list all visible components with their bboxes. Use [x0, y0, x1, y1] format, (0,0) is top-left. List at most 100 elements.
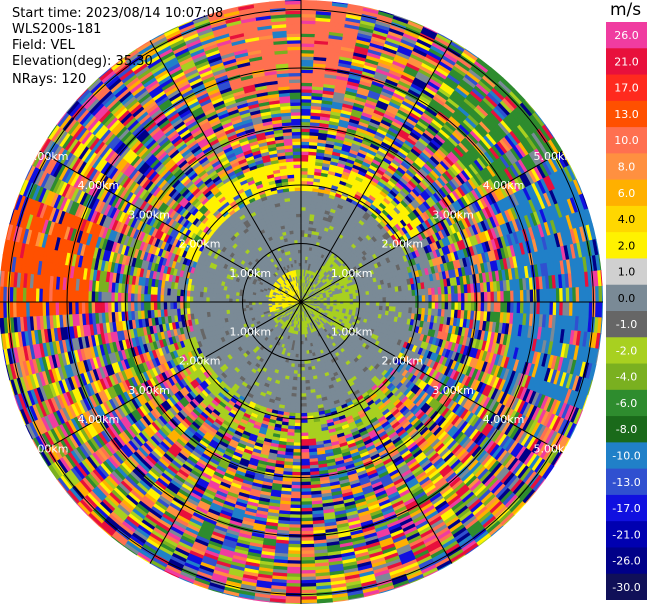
velocity-gate	[292, 452, 302, 457]
velocity-gate	[460, 301, 466, 311]
velocity-gate	[300, 497, 312, 503]
velocity-gate	[300, 452, 310, 457]
velocity-gate	[300, 393, 307, 398]
velocity-gate	[294, 406, 302, 411]
velocity-gate	[300, 484, 312, 490]
velocity-gate	[438, 301, 443, 310]
velocity-gate	[293, 439, 302, 444]
velocity-gate	[402, 301, 407, 308]
velocity-gate	[300, 442, 309, 447]
velocity-gate	[372, 301, 377, 307]
velocity-gates	[0, 0, 603, 604]
velocity-gate	[300, 448, 310, 454]
velocity-gate	[388, 301, 394, 308]
velocity-gate	[296, 370, 302, 375]
velocity-gate	[300, 389, 307, 395]
velocity-gate	[382, 301, 387, 307]
velocity-gate	[300, 406, 308, 411]
velocity-gate	[385, 301, 390, 307]
velocity-gate	[300, 403, 307, 408]
velocity-gate	[300, 396, 307, 401]
velocity-gate	[300, 425, 309, 431]
velocity-gate	[290, 484, 302, 490]
velocity-gate	[292, 445, 302, 450]
velocity-gate	[395, 301, 400, 308]
velocity-gate	[297, 367, 302, 372]
velocity-gate	[300, 412, 308, 418]
velocity-gate	[300, 419, 308, 424]
velocity-gate	[300, 435, 309, 440]
velocity-gate	[296, 383, 302, 388]
velocity-gate	[451, 301, 456, 311]
velocity-gate	[292, 458, 302, 463]
velocity-gate	[379, 301, 384, 307]
velocity-gate	[295, 396, 302, 401]
velocity-gate	[293, 425, 302, 431]
velocity-gate	[293, 429, 302, 434]
velocity-gate	[398, 301, 403, 308]
velocity-gate	[295, 393, 302, 398]
velocity-gate	[303, 350, 307, 355]
velocity-gate	[454, 301, 459, 311]
velocity-gate	[496, 301, 502, 313]
velocity-gate	[421, 301, 426, 309]
velocity-gate	[300, 386, 306, 391]
velocity-gate	[300, 432, 309, 437]
velocity-gate	[441, 301, 446, 310]
velocity-gate	[300, 399, 307, 404]
velocity-gate	[291, 471, 302, 476]
velocity-gate	[294, 409, 302, 414]
velocity-gate	[295, 399, 302, 404]
velocity-gate	[362, 301, 367, 306]
velocity-gate	[293, 432, 302, 437]
velocity-gate	[418, 301, 423, 309]
velocity-gate	[296, 376, 302, 381]
velocity-gate	[300, 409, 308, 414]
velocity-gate	[457, 301, 462, 311]
velocity-gate	[294, 422, 302, 427]
velocity-gate	[296, 386, 302, 391]
velocity-gate	[431, 301, 436, 310]
velocity-gate	[300, 370, 306, 375]
velocity-gate	[375, 301, 380, 307]
velocity-gate	[300, 376, 306, 381]
velocity-gate	[300, 461, 310, 467]
velocity-gate	[284, 602, 302, 604]
velocity-gate	[428, 301, 433, 310]
velocity-gate	[300, 383, 306, 388]
velocity-gate	[601, 301, 603, 319]
velocity-gate	[294, 412, 302, 418]
velocity-gate	[392, 301, 397, 308]
velocity-gate	[300, 422, 308, 427]
velocity-gate	[424, 301, 430, 310]
velocity-gate	[366, 301, 371, 306]
velocity-gate	[300, 458, 310, 463]
velocity-gate	[292, 455, 302, 460]
velocity-gate	[293, 435, 302, 440]
velocity-gate	[444, 301, 449, 311]
velocity-gate	[292, 448, 302, 454]
velocity-gate	[447, 301, 453, 311]
velocity-gate	[295, 389, 302, 395]
velocity-gate	[470, 301, 475, 312]
velocity-gate	[411, 301, 417, 309]
velocity-gate	[292, 461, 302, 467]
velocity-gate	[369, 301, 374, 307]
velocity-gate	[300, 429, 309, 434]
velocity-gate	[300, 373, 306, 378]
velocity-gate	[300, 602, 318, 604]
velocity-gate	[297, 363, 302, 368]
velocity-gate	[300, 455, 310, 460]
velocity-gate	[296, 373, 302, 378]
velocity-gate	[300, 380, 306, 385]
velocity-gate	[290, 497, 302, 503]
velocity-gate	[434, 301, 439, 310]
velocity-gate	[408, 301, 413, 309]
velocity-gate	[483, 301, 489, 313]
velocity-gate	[405, 301, 410, 309]
velocity-gate	[300, 471, 311, 476]
velocity-gate	[300, 363, 305, 368]
velocity-gate	[294, 419, 302, 424]
velocity-gate	[303, 363, 309, 368]
